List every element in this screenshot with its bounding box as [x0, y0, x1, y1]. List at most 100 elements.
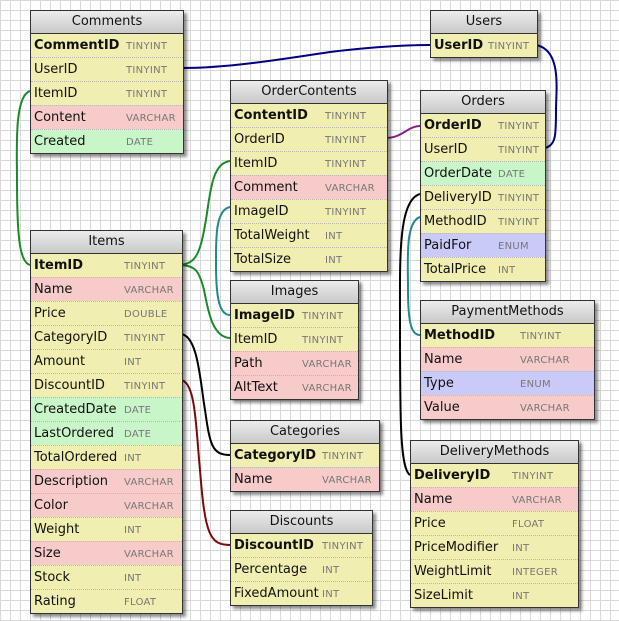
primary-key-row[interactable]: OrderID TINYINT [421, 114, 545, 137]
field-row[interactable]: FixedAmount INT [231, 581, 372, 605]
field-row[interactable]: PriceModifier INT [411, 535, 578, 559]
primary-key-row[interactable]: CategoryID TINYINT [231, 444, 379, 467]
field-row[interactable]: Rating FLOAT [31, 589, 182, 613]
table-categories[interactable]: Categories CategoryID TINYINT Name VARCHAR [230, 420, 380, 492]
primary-key-row[interactable]: ContentID TINYINT [231, 104, 387, 127]
field-name: ItemID [34, 86, 78, 101]
field-type: VARCHAR [124, 477, 174, 488]
field-row[interactable]: Percentage INT [231, 557, 372, 581]
field-row[interactable]: ItemID TINYINT [231, 151, 387, 175]
table-images[interactable]: Images ImageID TINYINT ItemID TINYINT Path VAR… [230, 280, 359, 400]
field-type: TINYINT [325, 159, 367, 170]
field-name: Value [424, 400, 460, 415]
field-row[interactable]: WeightLimit INTEGER [411, 559, 578, 583]
field-row[interactable]: Value VARCHAR [421, 395, 594, 419]
field-name: OrderID [234, 132, 285, 147]
primary-key-row[interactable]: CommentID TINYINT [31, 34, 183, 57]
field-row[interactable]: OrderDate DATE [421, 161, 545, 185]
field-type: VARCHAR [512, 495, 562, 506]
field-row[interactable]: Name VARCHAR [231, 467, 379, 491]
field-type: INT [322, 565, 340, 576]
link-ordercontents-itemid-items [180, 160, 231, 266]
primary-key-row[interactable]: ItemID TINYINT [31, 254, 182, 277]
primary-key-row[interactable]: MethodID TINYINT [421, 324, 594, 347]
field-type: INT [124, 453, 142, 464]
field-row[interactable]: Name VARCHAR [411, 487, 578, 511]
primary-key-row[interactable]: UserID TINYINT [431, 34, 537, 57]
link-orders-deliveryid-deliverymethods [398, 193, 421, 476]
table-deliverymethods[interactable]: DeliveryMethods DeliveryID TINYINT Name VARC… [410, 440, 579, 608]
field-type: VARCHAR [302, 359, 352, 370]
field-type: VARCHAR [302, 383, 352, 394]
field-row[interactable]: CategoryID TINYINT [31, 325, 182, 349]
field-row[interactable]: Type ENUM [421, 371, 594, 395]
field-name: Content [34, 110, 86, 125]
table-title: Categories [231, 421, 379, 444]
field-row[interactable]: TotalOrdered INT [31, 445, 182, 469]
field-row[interactable]: Description VARCHAR [31, 469, 182, 493]
field-row[interactable]: Name VARCHAR [421, 347, 594, 371]
field-row[interactable]: Weight INT [31, 517, 182, 541]
field-name: Created [34, 134, 86, 149]
field-type: VARCHAR [124, 501, 174, 512]
field-row[interactable]: ItemID TINYINT [31, 81, 183, 105]
table-comments[interactable]: Comments CommentID TINYINT UserID TINYINT Ite… [30, 10, 184, 154]
field-name: Color [34, 498, 68, 513]
field-row[interactable]: TotalSize INT [231, 247, 387, 271]
field-row[interactable]: Stock INT [31, 565, 182, 589]
field-row[interactable]: DiscountID TINYINT [31, 373, 182, 397]
link-ordercontents-orderid-orders [385, 125, 421, 139]
primary-key-row[interactable]: DeliveryID TINYINT [411, 464, 578, 487]
field-name: TotalPrice [424, 262, 487, 277]
field-row[interactable]: Color VARCHAR [31, 493, 182, 517]
field-type: TINYINT [498, 145, 540, 156]
field-row[interactable]: Created DATE [31, 129, 183, 153]
table-items[interactable]: Items ItemID TINYINT Name VARCHAR Price DOUBLE… [30, 230, 183, 614]
field-row[interactable]: Name VARCHAR [31, 277, 182, 301]
field-row[interactable]: PaidFor ENUM [421, 233, 545, 257]
field-name: OrderID [424, 118, 482, 133]
field-row[interactable]: TotalWeight INT [231, 223, 387, 247]
field-type: TINYINT [498, 217, 540, 228]
table-ordercontents[interactable]: OrderContents ContentID TINYINT OrderID TINY… [230, 80, 388, 272]
field-row[interactable]: Price FLOAT [411, 511, 578, 535]
table-discounts[interactable]: Discounts DiscountID TINYINT Percentage INT F… [230, 510, 373, 606]
field-row[interactable]: UserID TINYINT [421, 137, 545, 161]
field-type: VARCHAR [124, 285, 174, 296]
primary-key-row[interactable]: ImageID TINYINT [231, 304, 358, 327]
field-row[interactable]: Size VARCHAR [31, 541, 182, 565]
field-row[interactable]: ItemID TINYINT [231, 327, 358, 351]
field-row[interactable]: UserID TINYINT [31, 57, 183, 81]
field-row[interactable]: Path VARCHAR [231, 351, 358, 375]
field-list: ItemID TINYINT Name VARCHAR Price DOUBLE Categ… [31, 254, 182, 613]
field-row[interactable]: ImageID TINYINT [231, 199, 387, 223]
link-items-discountid-discounts [180, 379, 231, 546]
field-row[interactable]: TotalPrice INT [421, 257, 545, 281]
field-row[interactable]: LastOrdered DATE [31, 421, 182, 445]
field-row[interactable]: Comment VARCHAR [231, 175, 387, 199]
table-orders[interactable]: Orders OrderID TINYINT UserID TINYINT OrderDa… [420, 90, 546, 282]
field-row[interactable]: Price DOUBLE [31, 301, 182, 325]
field-type: TINYINT [325, 207, 367, 218]
table-users[interactable]: Users UserID TINYINT [430, 10, 538, 58]
field-list: DiscountID TINYINT Percentage INT FixedAmoun… [231, 534, 372, 605]
field-type: VARCHAR [325, 183, 375, 194]
field-type: TINYINT [325, 135, 367, 146]
table-paymentmethods[interactable]: PaymentMethods MethodID TINYINT Name VARCHAR… [420, 300, 595, 420]
field-row[interactable]: Amount INT [31, 349, 182, 373]
field-type: INT [512, 543, 530, 554]
field-row[interactable]: DeliveryID TINYINT [421, 185, 545, 209]
field-name: Amount [34, 354, 86, 369]
field-row[interactable]: AltText VARCHAR [231, 375, 358, 399]
primary-key-row[interactable]: DiscountID TINYINT [231, 534, 372, 557]
field-name: Name [414, 492, 453, 507]
link-users-orders-userid [535, 44, 558, 149]
field-name: Comment [234, 180, 298, 195]
field-row[interactable]: MethodID TINYINT [421, 209, 545, 233]
field-row[interactable]: SizeLimit INT [411, 583, 578, 607]
field-row[interactable]: CreatedDate DATE [31, 397, 182, 421]
field-row[interactable]: OrderID TINYINT [231, 127, 387, 151]
field-row[interactable]: Content VARCHAR [31, 105, 183, 129]
field-name: MethodID [424, 328, 496, 343]
field-name: ItemID [234, 332, 278, 347]
